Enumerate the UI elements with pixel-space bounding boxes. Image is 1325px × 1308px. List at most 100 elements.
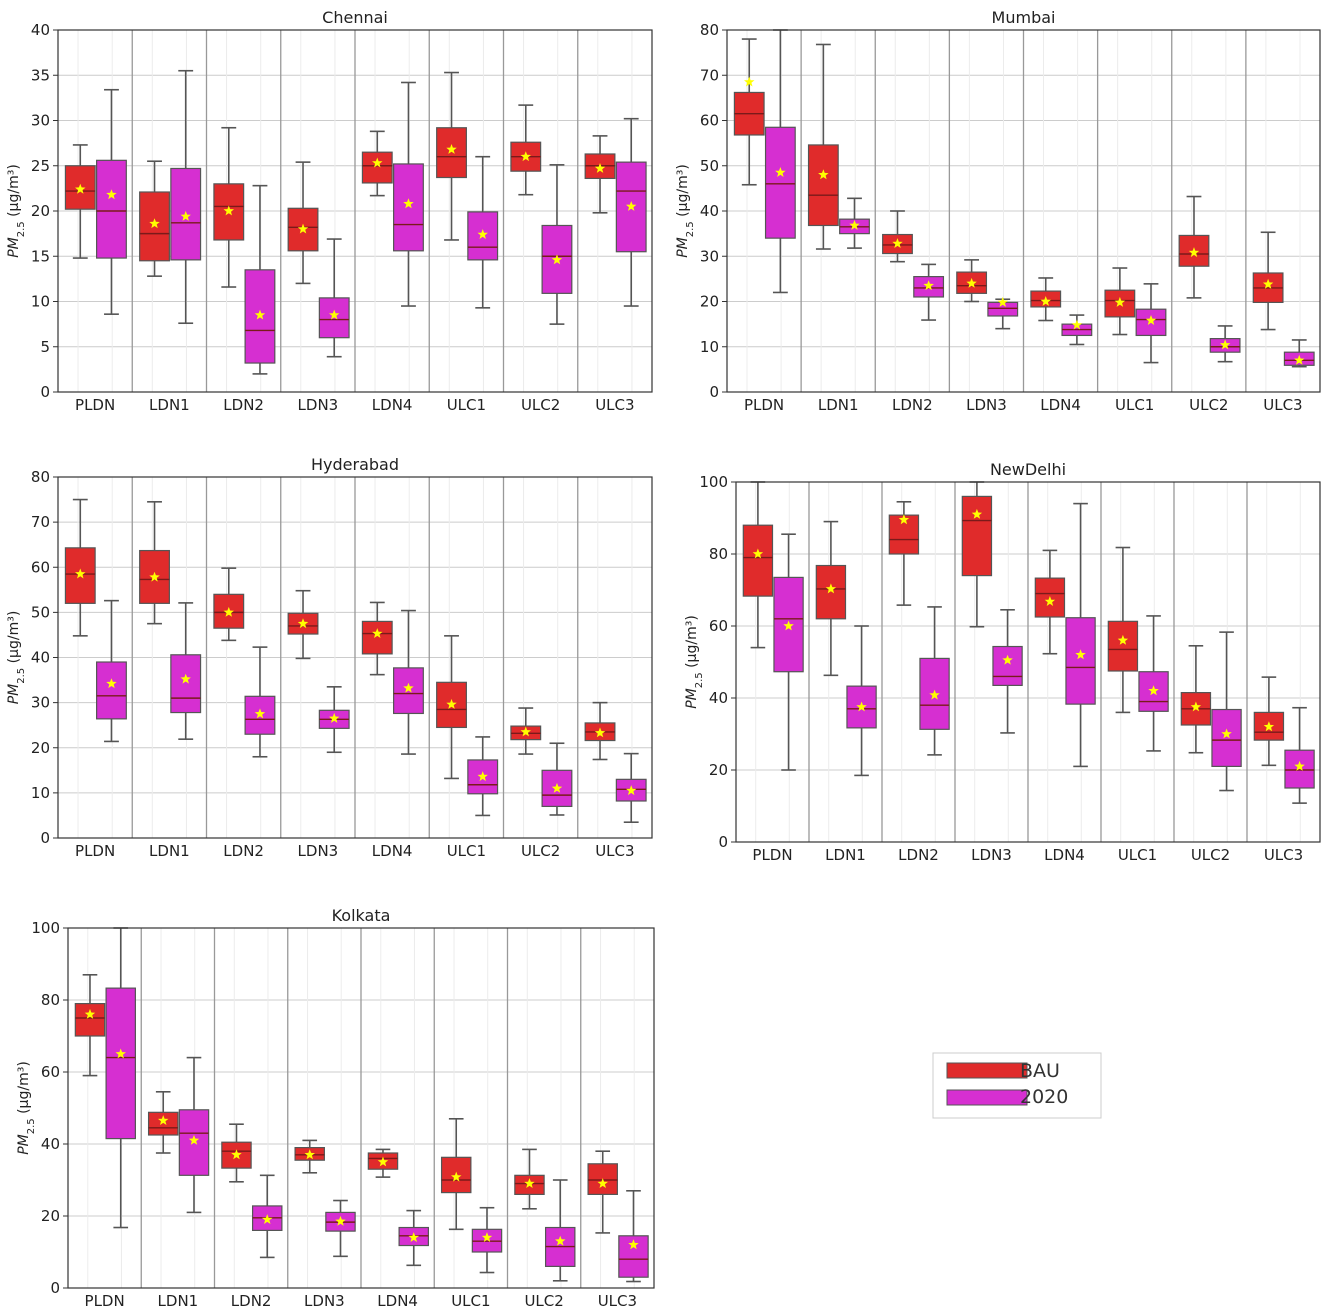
y-tick-label: 30 bbox=[31, 112, 50, 130]
y-tick-label: 40 bbox=[709, 689, 728, 707]
mean-marker bbox=[180, 210, 191, 221]
mean-marker bbox=[149, 571, 160, 582]
box-bau-ldn3 bbox=[294, 1139, 325, 1174]
box-2020-ldn3 bbox=[325, 1199, 356, 1258]
x-tick-label: LDN3 bbox=[971, 846, 1012, 864]
x-tick-label: LDN2 bbox=[892, 396, 933, 414]
mean-marker bbox=[856, 701, 867, 712]
box-2020-ulc1 bbox=[471, 1206, 503, 1274]
mean-marker bbox=[929, 689, 940, 700]
x-tick-label: ULC1 bbox=[1118, 846, 1157, 864]
y-tick-label: 20 bbox=[700, 293, 719, 311]
panel-title: Chennai bbox=[322, 8, 388, 27]
mean-marker bbox=[329, 309, 340, 320]
mean-marker bbox=[1219, 339, 1231, 350]
box-2020-pldn bbox=[96, 88, 127, 315]
x-tick-label: ULC2 bbox=[1189, 396, 1228, 414]
mean-marker bbox=[477, 771, 488, 782]
x-tick-label: ULC1 bbox=[1115, 396, 1154, 414]
y-axis-label: PM2.5 (µg/m³) bbox=[6, 164, 27, 258]
mean-marker bbox=[403, 682, 414, 693]
x-tick-label: LDN1 bbox=[825, 846, 866, 864]
box-2020-ldn4 bbox=[1065, 502, 1096, 768]
box-bau-ulc1 bbox=[440, 1118, 472, 1231]
legend-label-bau: BAU bbox=[1020, 1060, 1060, 1082]
panel-title: Hyderabad bbox=[311, 455, 399, 474]
x-tick-label: LDN4 bbox=[372, 396, 413, 414]
box-2020-ldn3 bbox=[318, 686, 350, 754]
mean-marker bbox=[377, 1156, 389, 1167]
box-bau-pldn bbox=[64, 498, 96, 637]
y-tick-label: 30 bbox=[700, 247, 719, 265]
box-bau-ldn2 bbox=[882, 210, 913, 263]
y-axis-label: PM2.5 (µg/m³) bbox=[16, 1061, 37, 1155]
y-axis-label: PM2.5 (µg/m³) bbox=[6, 611, 27, 705]
y-tick-label: 60 bbox=[709, 617, 728, 635]
box-2020-pldn bbox=[764, 29, 796, 294]
mean-marker bbox=[1262, 278, 1274, 289]
x-tick-label: LDN2 bbox=[231, 1292, 272, 1308]
box-bau-ldn1 bbox=[815, 520, 847, 677]
x-tick-label: ULC2 bbox=[521, 396, 560, 414]
mean-marker bbox=[551, 782, 563, 793]
box-bau-ulc2 bbox=[1178, 195, 1210, 299]
y-tick-label: 80 bbox=[31, 468, 50, 486]
mean-marker bbox=[115, 1048, 126, 1059]
mean-marker bbox=[1002, 654, 1013, 665]
panel-title: NewDelhi bbox=[990, 460, 1066, 479]
y-tick-label: 0 bbox=[50, 1279, 60, 1297]
box-bau-ldn2 bbox=[213, 126, 245, 288]
legend-swatch-bau bbox=[946, 1062, 1028, 1079]
x-tick-label: ULC3 bbox=[595, 842, 634, 860]
x-tick-label: ULC1 bbox=[451, 1292, 490, 1308]
panel-title: Kolkata bbox=[332, 906, 391, 925]
box-2020-ulc3 bbox=[615, 117, 647, 307]
box-iqr bbox=[436, 681, 467, 729]
box-iqr bbox=[1065, 617, 1096, 705]
box-iqr bbox=[74, 1002, 106, 1037]
box-iqr bbox=[436, 127, 467, 179]
mean-marker bbox=[403, 198, 414, 209]
x-tick-label: LDN1 bbox=[818, 396, 859, 414]
y-tick-label: 80 bbox=[709, 545, 728, 563]
mean-marker bbox=[594, 163, 606, 173]
mean-marker bbox=[626, 201, 637, 211]
box-bau-ldn4 bbox=[367, 1148, 399, 1178]
box-bau-ldn1 bbox=[147, 1091, 179, 1154]
y-tick-label: 100 bbox=[699, 473, 728, 491]
mean-marker bbox=[1148, 685, 1159, 696]
mean-marker bbox=[1190, 701, 1202, 712]
box-2020-ulc2 bbox=[544, 1179, 576, 1282]
y-tick-label: 40 bbox=[31, 649, 50, 667]
box-2020-ulc2 bbox=[541, 164, 573, 325]
box-bau-ldn2 bbox=[213, 567, 245, 642]
mean-marker bbox=[451, 1171, 462, 1182]
mean-marker bbox=[849, 220, 860, 230]
y-tick-label: 80 bbox=[41, 991, 60, 1009]
x-tick-label: ULC3 bbox=[1263, 396, 1302, 414]
y-tick-label: 0 bbox=[718, 833, 728, 851]
y-tick-label: 30 bbox=[31, 694, 50, 712]
y-tick-label: 10 bbox=[31, 784, 50, 802]
x-tick-label: LDN2 bbox=[223, 396, 264, 414]
box-2020-pldn bbox=[96, 599, 127, 743]
mean-marker bbox=[744, 76, 755, 87]
x-tick-label: LDN4 bbox=[377, 1292, 418, 1308]
box-iqr bbox=[139, 191, 170, 262]
box-2020-ulc1 bbox=[467, 155, 499, 309]
x-tick-label: ULC3 bbox=[598, 1292, 637, 1308]
box-2020-ldn1 bbox=[170, 602, 202, 740]
mean-marker bbox=[254, 708, 266, 719]
mean-marker bbox=[825, 583, 837, 594]
box-iqr bbox=[318, 297, 350, 339]
box-bau-ldn3 bbox=[961, 481, 993, 628]
box-bau-ldn4 bbox=[1030, 277, 1062, 322]
mean-marker bbox=[304, 1149, 315, 1160]
y-tick-label: 15 bbox=[31, 247, 50, 265]
mean-marker bbox=[1040, 296, 1051, 306]
y-tick-label: 40 bbox=[700, 202, 719, 220]
box-2020-ldn4 bbox=[1061, 314, 1093, 346]
y-tick-label: 0 bbox=[40, 829, 50, 847]
mean-marker bbox=[188, 1134, 200, 1145]
